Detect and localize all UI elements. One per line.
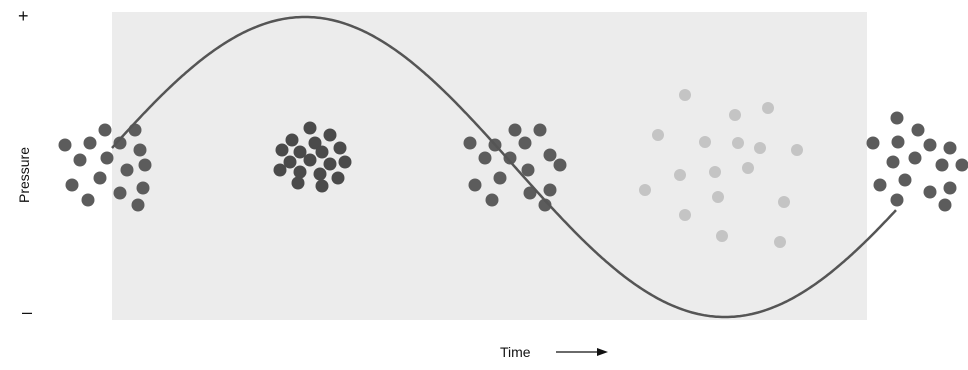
y-axis-plus-symbol: +: [18, 6, 29, 26]
particle-dot: [128, 123, 142, 137]
background-panel: [112, 12, 867, 320]
cluster-medium-center: [463, 123, 567, 212]
particle-dot: [762, 102, 774, 114]
particle-clusters: [58, 89, 968, 248]
particle-dot: [308, 136, 322, 150]
particle-dot: [538, 198, 552, 212]
particle-dot: [503, 151, 517, 165]
particle-dot: [131, 198, 145, 212]
particle-dot: [81, 193, 95, 207]
particle-dot: [303, 121, 317, 135]
particle-dot: [493, 171, 507, 185]
particle-dot: [275, 143, 289, 157]
y-axis-minus-symbol: –: [22, 302, 32, 322]
particle-dot: [73, 153, 87, 167]
particle-dot: [866, 136, 880, 150]
particle-dot: [543, 183, 557, 197]
particle-dot: [83, 136, 97, 150]
particle-dot: [935, 158, 949, 172]
particle-dot: [315, 179, 329, 193]
particle-dot: [699, 136, 711, 148]
particle-dot: [293, 165, 307, 179]
particle-dot: [518, 136, 532, 150]
particle-dot: [791, 144, 803, 156]
particle-dot: [898, 173, 912, 187]
particle-dot: [732, 137, 744, 149]
particle-dot: [886, 155, 900, 169]
particle-dot: [709, 166, 721, 178]
particle-dot: [729, 109, 741, 121]
particle-dot: [754, 142, 766, 154]
particle-dot: [291, 176, 305, 190]
particle-dot: [283, 155, 297, 169]
particle-dot: [333, 141, 347, 155]
particle-dot: [712, 191, 724, 203]
particle-dot: [65, 178, 79, 192]
particle-dot: [508, 123, 522, 137]
cluster-medium-left: [58, 123, 152, 212]
particle-dot: [273, 163, 287, 177]
particle-dot: [679, 209, 691, 221]
cluster-rarefaction: [639, 89, 803, 248]
particle-dot: [331, 171, 345, 185]
particle-dot: [313, 167, 327, 181]
particle-dot: [778, 196, 790, 208]
particle-dot: [674, 169, 686, 181]
particle-dot: [323, 128, 337, 142]
particle-dot: [485, 193, 499, 207]
particle-dot: [742, 162, 754, 174]
y-axis-label: Pressure: [16, 147, 32, 203]
particle-dot: [923, 185, 937, 199]
particle-dot: [478, 151, 492, 165]
particle-dot: [938, 198, 952, 212]
particle-dot: [890, 111, 904, 125]
particle-dot: [543, 148, 557, 162]
particle-dot: [523, 186, 537, 200]
particle-dot: [133, 143, 147, 157]
particle-dot: [679, 89, 691, 101]
particle-dot: [890, 193, 904, 207]
particle-dot: [113, 136, 127, 150]
particle-dot: [774, 236, 786, 248]
particle-dot: [138, 158, 152, 172]
particle-dot: [303, 153, 317, 167]
particle-dot: [293, 145, 307, 159]
particle-dot: [943, 181, 957, 195]
particle-dot: [136, 181, 150, 195]
particle-dot: [463, 136, 477, 150]
particle-dot: [533, 123, 547, 137]
x-axis-label: Time: [500, 344, 531, 360]
particle-dot: [113, 186, 127, 200]
particle-dot: [923, 138, 937, 152]
particle-dot: [98, 123, 112, 137]
particle-dot: [873, 178, 887, 192]
particle-dot: [100, 151, 114, 165]
particle-dot: [468, 178, 482, 192]
particle-dot: [323, 157, 337, 171]
particle-dot: [521, 163, 535, 177]
particle-dot: [908, 151, 922, 165]
particle-dot: [943, 141, 957, 155]
particle-dot: [338, 155, 352, 169]
particle-dot: [93, 171, 107, 185]
particle-dot: [58, 138, 72, 152]
particle-dot: [285, 133, 299, 147]
cluster-compression: [273, 121, 352, 193]
particle-dot: [891, 135, 905, 149]
particle-dot: [315, 145, 329, 159]
particle-dot: [652, 129, 664, 141]
cluster-medium-right: [866, 111, 968, 212]
pressure-wave-curve: [111, 15, 897, 319]
particle-dot: [911, 123, 925, 137]
particle-dot: [639, 184, 651, 196]
particle-dot: [955, 158, 968, 172]
particle-dot: [553, 158, 567, 172]
x-axis-arrow: [556, 348, 608, 356]
particle-dot: [120, 163, 134, 177]
particle-dot: [716, 230, 728, 242]
